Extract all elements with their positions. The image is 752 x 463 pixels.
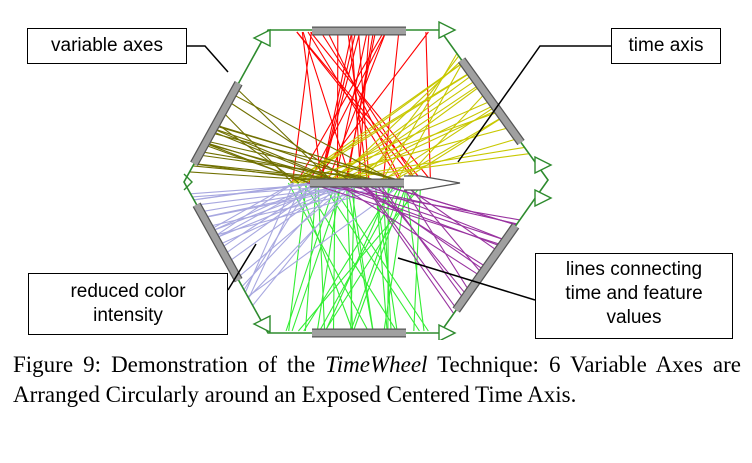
lavender-line <box>252 182 353 306</box>
yellow-line <box>326 74 473 184</box>
purple-line <box>353 182 487 268</box>
green-line <box>330 182 429 332</box>
purple-line <box>362 182 455 314</box>
callout-reduced-line-2: intensity <box>93 305 163 326</box>
callout-lines-connecting: lines connecting time and feature values <box>535 253 733 339</box>
leader-reduced-color <box>227 243 257 291</box>
purple-line <box>306 182 520 221</box>
olive-line <box>206 140 390 184</box>
axis-bar-lower-right-fill <box>453 224 519 312</box>
red-line <box>347 31 369 184</box>
caption-suffix: Technique: 6 Variable Axes are Arranged … <box>13 352 741 407</box>
olive-line <box>200 151 384 184</box>
arrow-head-icon <box>183 173 193 191</box>
leader-time-axis <box>457 45 611 163</box>
arrow-head-icon <box>438 20 457 40</box>
arrow-head-icon <box>252 28 271 48</box>
callout-lines-line-1: lines connecting <box>565 259 703 280</box>
purple-line <box>405 182 483 274</box>
leader-variable-axes <box>187 45 229 73</box>
figure-caption: Figure 9: Demonstration of the TimeWheel… <box>13 350 741 410</box>
callout-reduced-color-intensity: reduced color intensity <box>28 273 228 335</box>
purple-line <box>363 182 458 310</box>
green-line <box>413 182 422 332</box>
leader-lines <box>187 45 611 301</box>
yellow-line <box>297 61 464 184</box>
arrow-head-icon <box>534 155 553 175</box>
red-line <box>319 31 361 184</box>
axis-bar-upper-right-fill <box>458 58 524 145</box>
purple-line <box>357 182 485 271</box>
lavender-line <box>213 182 404 237</box>
green-line <box>375 182 388 332</box>
callout-time-axis-text: time axis <box>628 35 704 56</box>
lavender-line <box>193 182 316 201</box>
green-line <box>350 182 374 332</box>
olive-line <box>214 125 410 184</box>
green-line <box>285 182 336 332</box>
olive-line <box>213 128 344 184</box>
red-line <box>326 31 387 184</box>
caption-prefix: Figure 9: Demonstration of the <box>13 352 326 377</box>
axis-bar-lower-left-fill <box>193 203 242 282</box>
green-line <box>316 182 341 332</box>
olive-line <box>232 93 399 184</box>
purple-line <box>400 182 499 252</box>
purple-line <box>374 182 517 226</box>
red-line <box>320 31 419 184</box>
lavender-line <box>241 182 340 287</box>
olive-line <box>204 144 311 184</box>
callout-variable-axes: variable axes <box>27 28 187 64</box>
arrow-head-icon <box>252 314 271 334</box>
red-line <box>291 31 312 184</box>
purple-line <box>359 182 506 241</box>
green-line <box>383 182 408 332</box>
timewheel-diagram <box>183 20 611 340</box>
yellow-line <box>398 116 504 184</box>
callout-time-axis: time axis <box>611 28 721 64</box>
red-line <box>310 31 434 184</box>
lavender-line <box>247 182 359 298</box>
hexagon-frame <box>183 20 553 340</box>
olive-line <box>222 111 293 184</box>
lavender-line <box>211 182 341 232</box>
callout-lines-line-3: values <box>606 307 662 328</box>
lavender-line <box>211 182 319 232</box>
red-line <box>319 31 357 184</box>
purple-line <box>335 182 481 277</box>
purple-line <box>330 182 502 247</box>
yellow-line <box>366 137 519 184</box>
red-line <box>302 31 353 184</box>
variable-axes <box>190 26 525 338</box>
lavender-line <box>237 182 350 279</box>
yellow-line <box>292 61 464 184</box>
purple-line <box>400 182 470 292</box>
red-line <box>334 31 368 184</box>
lavender-line <box>214 182 295 238</box>
yellow-line <box>395 61 464 184</box>
green-line <box>297 182 354 332</box>
axis-bar-upper-left-fill <box>191 81 242 166</box>
yellow-line <box>332 84 480 184</box>
time-axis-arrow-icon <box>404 175 461 191</box>
red-line <box>327 31 403 184</box>
caption-technique-name: TimeWheel <box>325 352 428 377</box>
purple-line <box>378 182 465 300</box>
green-line <box>374 182 398 332</box>
lavender-line <box>248 182 304 299</box>
callout-variable-axes-text: variable axes <box>51 35 163 56</box>
yellow-line <box>401 92 486 184</box>
olive-line <box>228 101 354 184</box>
arrow-head-icon <box>438 323 457 340</box>
leader-lines-connecting <box>397 257 536 301</box>
red-line <box>301 31 323 184</box>
olive-line <box>235 87 335 184</box>
callout-reduced-line-1: reduced color <box>70 281 186 302</box>
green-line <box>321 182 420 332</box>
callout-lines-line-2: time and feature <box>565 283 703 304</box>
connecting-lines <box>189 31 530 332</box>
arrow-head-icon <box>534 188 553 208</box>
yellow-line <box>389 116 503 184</box>
